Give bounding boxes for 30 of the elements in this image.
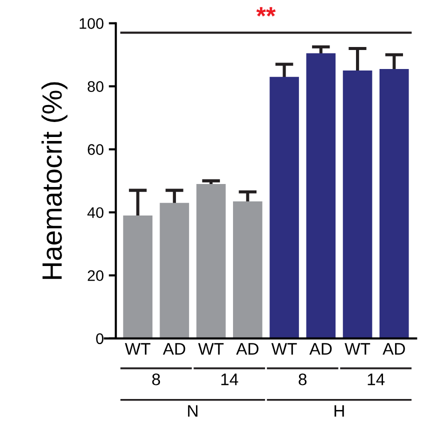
- x-tick-label: AD: [162, 343, 186, 355]
- text: 14: [368, 374, 385, 386]
- x-tick-label: AD: [236, 343, 258, 355]
- x-tick-label: WT: [124, 343, 150, 355]
- bar: [342, 70, 372, 338]
- bar: [123, 215, 152, 338]
- y-tick-label: 20: [88, 270, 104, 282]
- y-tick-label: 40: [87, 207, 104, 218]
- text: N: [188, 405, 198, 417]
- y-tick-label: 0: [96, 333, 104, 344]
- x-tick-label: WT: [271, 343, 297, 355]
- y-tick-label: 60: [88, 144, 104, 156]
- text: H: [334, 405, 344, 417]
- x-tick-label: WT: [198, 343, 224, 355]
- bar: [270, 76, 299, 338]
- y-axis-title: Haematocrit (%): [42, 82, 68, 279]
- bar: [160, 202, 190, 338]
- x-tick-label: WT: [344, 343, 370, 355]
- text: 8: [298, 374, 307, 386]
- y-tick-label: 80: [88, 81, 104, 92]
- text: 8: [152, 374, 160, 386]
- ref-line-label: **: [256, 7, 276, 16]
- bar: [196, 184, 226, 338]
- x-tick-label: AD: [309, 343, 332, 355]
- y-tick-label: 100: [80, 18, 104, 29]
- bar: [380, 68, 409, 338]
- text: 14: [221, 374, 238, 386]
- x-tick-label: AD: [382, 343, 405, 355]
- bar: [306, 53, 336, 338]
- bar: [233, 201, 262, 338]
